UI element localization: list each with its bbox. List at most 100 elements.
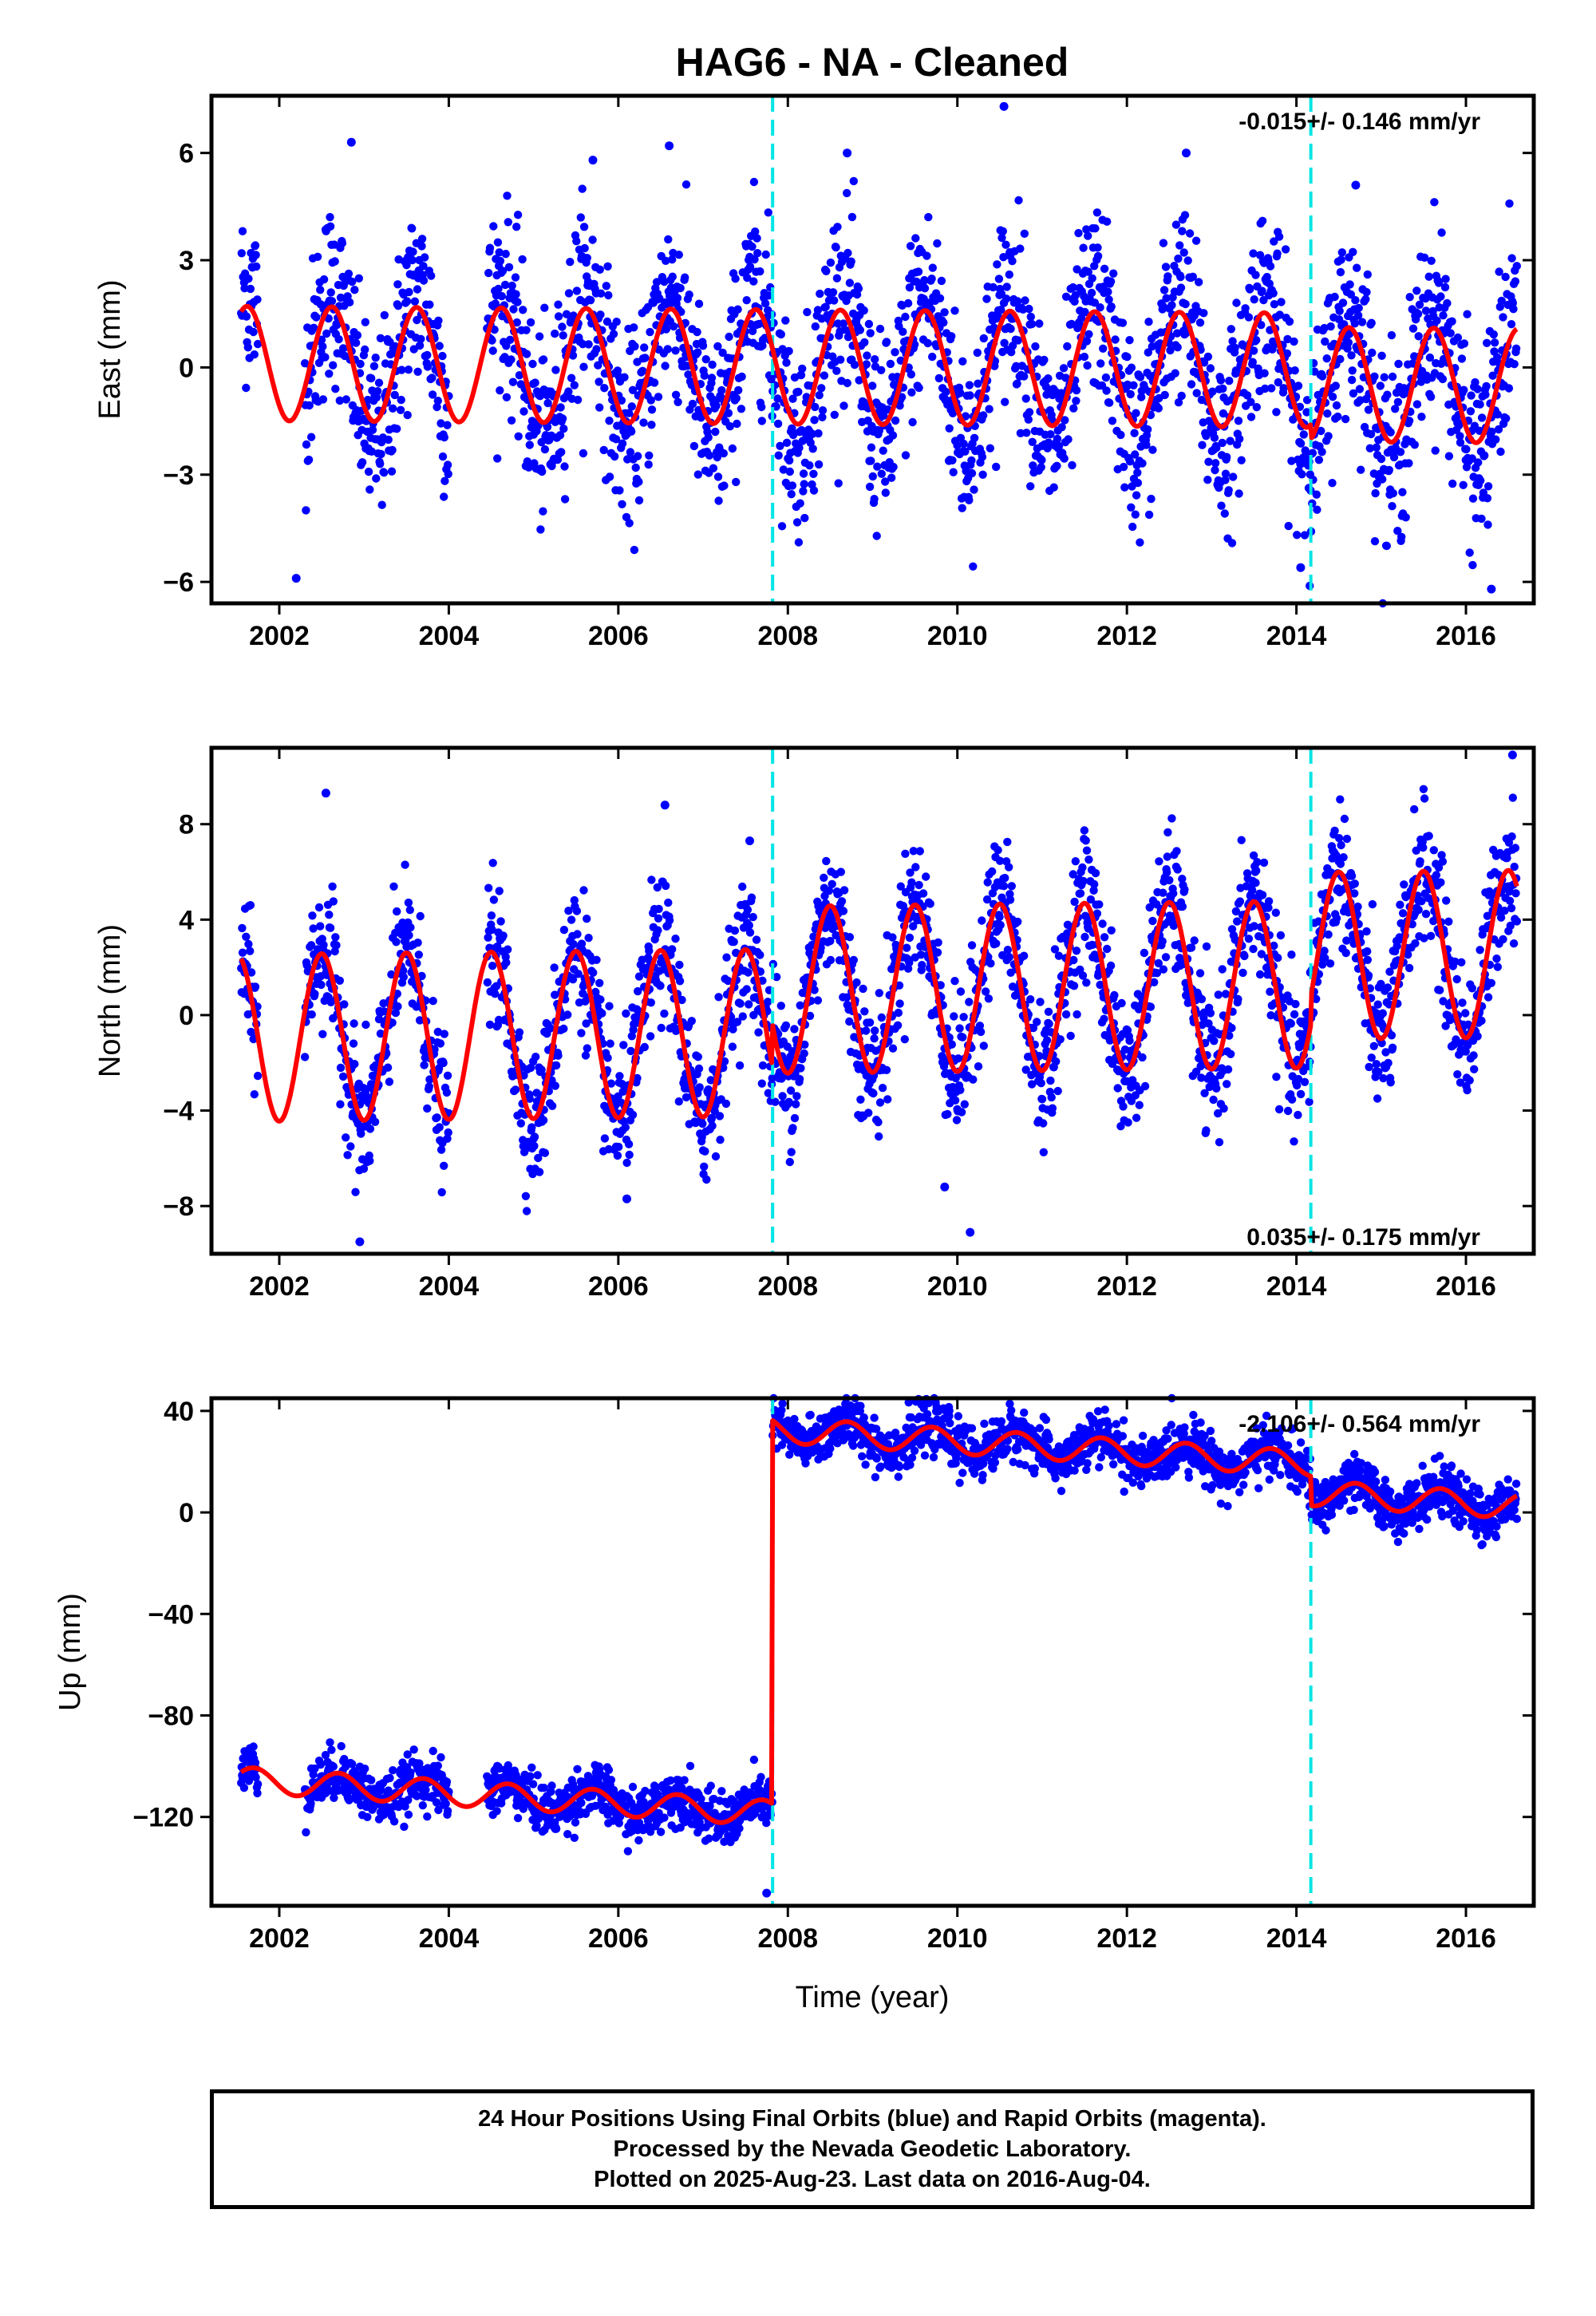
east-data-point [626,448,635,456]
east-panel: 630−3−6 2002 2004 2006 2008 2010 2012 2014 2016… [93,93,1536,651]
north-data-point [1363,955,1373,965]
east-data-point [1021,296,1029,305]
east-data-point [421,253,429,262]
east-data-point [1326,322,1335,331]
north-data-point [901,849,910,859]
north-data-point [1158,937,1167,946]
east-data-point [302,440,311,449]
north-data-point [745,921,753,930]
east-data-point [756,267,764,276]
east-data-point [1099,344,1108,353]
east-data-point [1037,456,1046,464]
east-data-point [1163,272,1172,281]
east-data-point [409,345,418,354]
north-data-point [735,1061,745,1070]
east-data-point [753,234,761,243]
north-data-point [1039,1148,1049,1157]
east-data-point [609,330,618,338]
east-data-point [410,297,420,306]
north-outlier-point [966,1227,975,1237]
north-data-point [728,1042,737,1051]
east-data-point [681,273,689,282]
north-data-point [826,955,836,965]
east-data-point [344,269,354,279]
north-data-point [1124,1118,1132,1127]
east-data-point [1401,513,1410,522]
north-data-point [849,955,859,965]
north-data-point [521,1192,531,1201]
east-data-point [361,345,369,354]
north-data-point [1458,998,1467,1007]
east-data-point [915,383,923,393]
east-data-point [815,391,824,400]
north-data-point [776,1002,785,1010]
east-data-point [1159,239,1168,247]
east-data-point [567,373,576,382]
east-data-point [731,275,740,283]
north-data-point [622,1158,631,1168]
north-data-point [1098,919,1107,928]
east-data-point [939,318,948,327]
east-data-point [646,396,655,405]
east-data-point [1267,384,1276,393]
east-data-point [1079,243,1088,252]
east-data-point [816,289,824,298]
east-data-point [922,251,931,260]
north-data-point [331,933,340,942]
north-data-point [626,1046,635,1056]
east-data-point [784,346,793,356]
east-data-point [1502,414,1511,423]
north-data-point [581,1051,591,1060]
east-data-point [569,311,578,320]
north-data-point [994,846,1002,855]
east-data-point [374,378,384,387]
east-data-point [253,339,263,349]
east-data-point [1332,401,1341,410]
north-data-point [995,912,1004,922]
east-data-point [749,277,758,286]
north-data-point [646,998,655,1007]
east-data-point [889,462,898,472]
east-data-point [787,490,796,499]
east-data-point [860,338,869,347]
east-data-point [1185,229,1195,238]
north-data-point [318,1030,327,1039]
east-data-point [485,243,495,252]
east-data-point [1218,438,1227,448]
north-data-point [540,1148,550,1157]
east-data-point [559,331,567,340]
east-y-tick-label: −6 [163,567,194,598]
east-data-point [331,385,340,393]
east-data-point [742,296,751,305]
east-data-point [617,396,626,405]
east-data-point [627,427,636,436]
north-data-point [882,1065,891,1075]
north-data-point [1305,1097,1314,1106]
east-data-point [1386,428,1395,437]
north-data-point [859,984,867,994]
east-data-point [405,287,413,297]
east-data-point [719,449,728,458]
east-data-point [1231,343,1239,352]
north-x-tick-label: 2012 [1096,1271,1157,1302]
east-data-point [634,496,644,505]
east-data-point [1462,445,1471,454]
east-data-point [513,211,523,219]
east-data-point [867,443,876,452]
east-data-point [1130,429,1139,437]
north-data-point [1066,1031,1075,1041]
east-data-point [512,290,520,298]
east-data-point [872,532,881,540]
north-data-point [351,1188,360,1196]
north-data-point [589,968,598,978]
north-data-point [1082,846,1092,855]
east-data-point [350,286,359,294]
east-data-point [417,242,426,251]
east-data-point [928,263,938,272]
east-data-point [330,257,339,266]
east-data-point [1246,285,1254,294]
east-data-point [249,327,258,337]
north-data-point [742,985,751,994]
east-data-point [773,394,782,403]
east-data-point [1138,459,1147,468]
